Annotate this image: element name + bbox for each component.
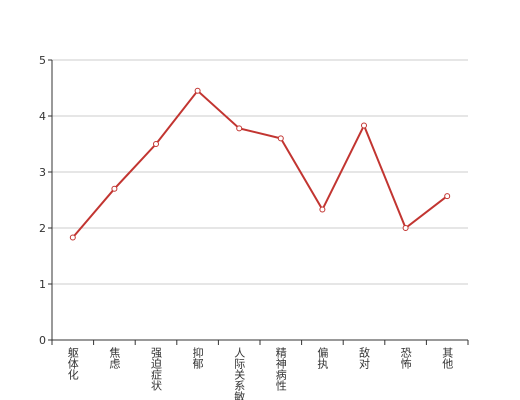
point (194, 87, 201, 94)
x-tick-label: 躯体化 (66, 347, 79, 381)
x-tick-label: 精神病性 (274, 347, 287, 392)
x-tick-label: 抑郁 (191, 346, 204, 369)
y-tick-label: 0 (39, 334, 46, 347)
point (319, 206, 326, 213)
x-tick-label: 其他 (441, 347, 454, 369)
y-tick-label: 3 (39, 166, 46, 179)
point (277, 135, 284, 142)
y-tick-label: 4 (39, 110, 46, 123)
y-tick-label: 5 (39, 54, 46, 67)
point (69, 234, 76, 241)
x-tick-label: 强迫症状 (150, 347, 163, 391)
point (402, 225, 409, 231)
x-tick-label: 偏执 (316, 346, 329, 370)
y-tick-label: 2 (39, 222, 46, 235)
point (236, 125, 243, 132)
line (72, 89, 448, 239)
x-tick-label: 敌对 (358, 346, 371, 369)
x-tick-label: 恐怖 (399, 347, 412, 369)
x-tick-label: 焦虑 (108, 347, 121, 369)
point (444, 193, 451, 200)
x-tick-label: 人际关系敏感 (233, 347, 246, 400)
point (153, 141, 159, 147)
point (111, 185, 118, 192)
y-tick-label: 1 (39, 278, 46, 291)
point (361, 122, 367, 129)
